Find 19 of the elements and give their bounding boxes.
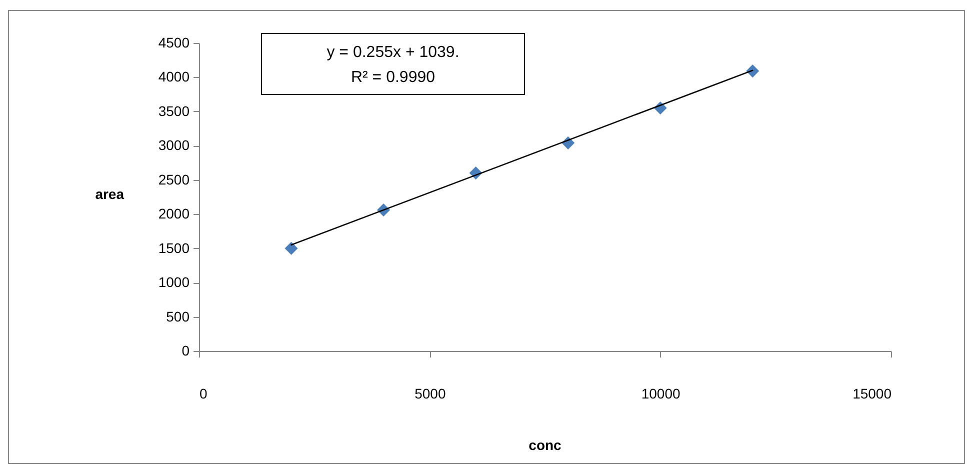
x-tick-label: 15000 xyxy=(852,386,892,402)
y-tick-label: 0 xyxy=(182,342,190,358)
x-tick-label: 10000 xyxy=(641,386,681,402)
x-tick-label: 0 xyxy=(200,386,208,402)
y-axis-title: area xyxy=(95,186,124,202)
annotation: y = 0.255x + 1039. xyxy=(326,43,460,63)
y-tick-label: 2500 xyxy=(158,171,190,188)
y-tick-label: 1500 xyxy=(158,240,190,256)
y-tick-label: 3500 xyxy=(158,102,190,119)
x-axis-title: conc xyxy=(528,437,562,453)
y-tick-label: 500 xyxy=(166,308,190,324)
y-tick-label: 1000 xyxy=(158,274,190,290)
equation-box: y = 0.255x + 1039. R² = 0.9990 xyxy=(261,33,525,95)
annotation: R² = 0.9990 xyxy=(350,68,436,88)
y-tick-label: 2000 xyxy=(158,206,190,222)
x-tick-label: 5000 xyxy=(414,386,446,402)
y-tick-label: 3000 xyxy=(158,137,190,154)
y-tick-label: 4000 xyxy=(158,68,190,85)
y-tick-label: 4500 xyxy=(158,34,190,50)
